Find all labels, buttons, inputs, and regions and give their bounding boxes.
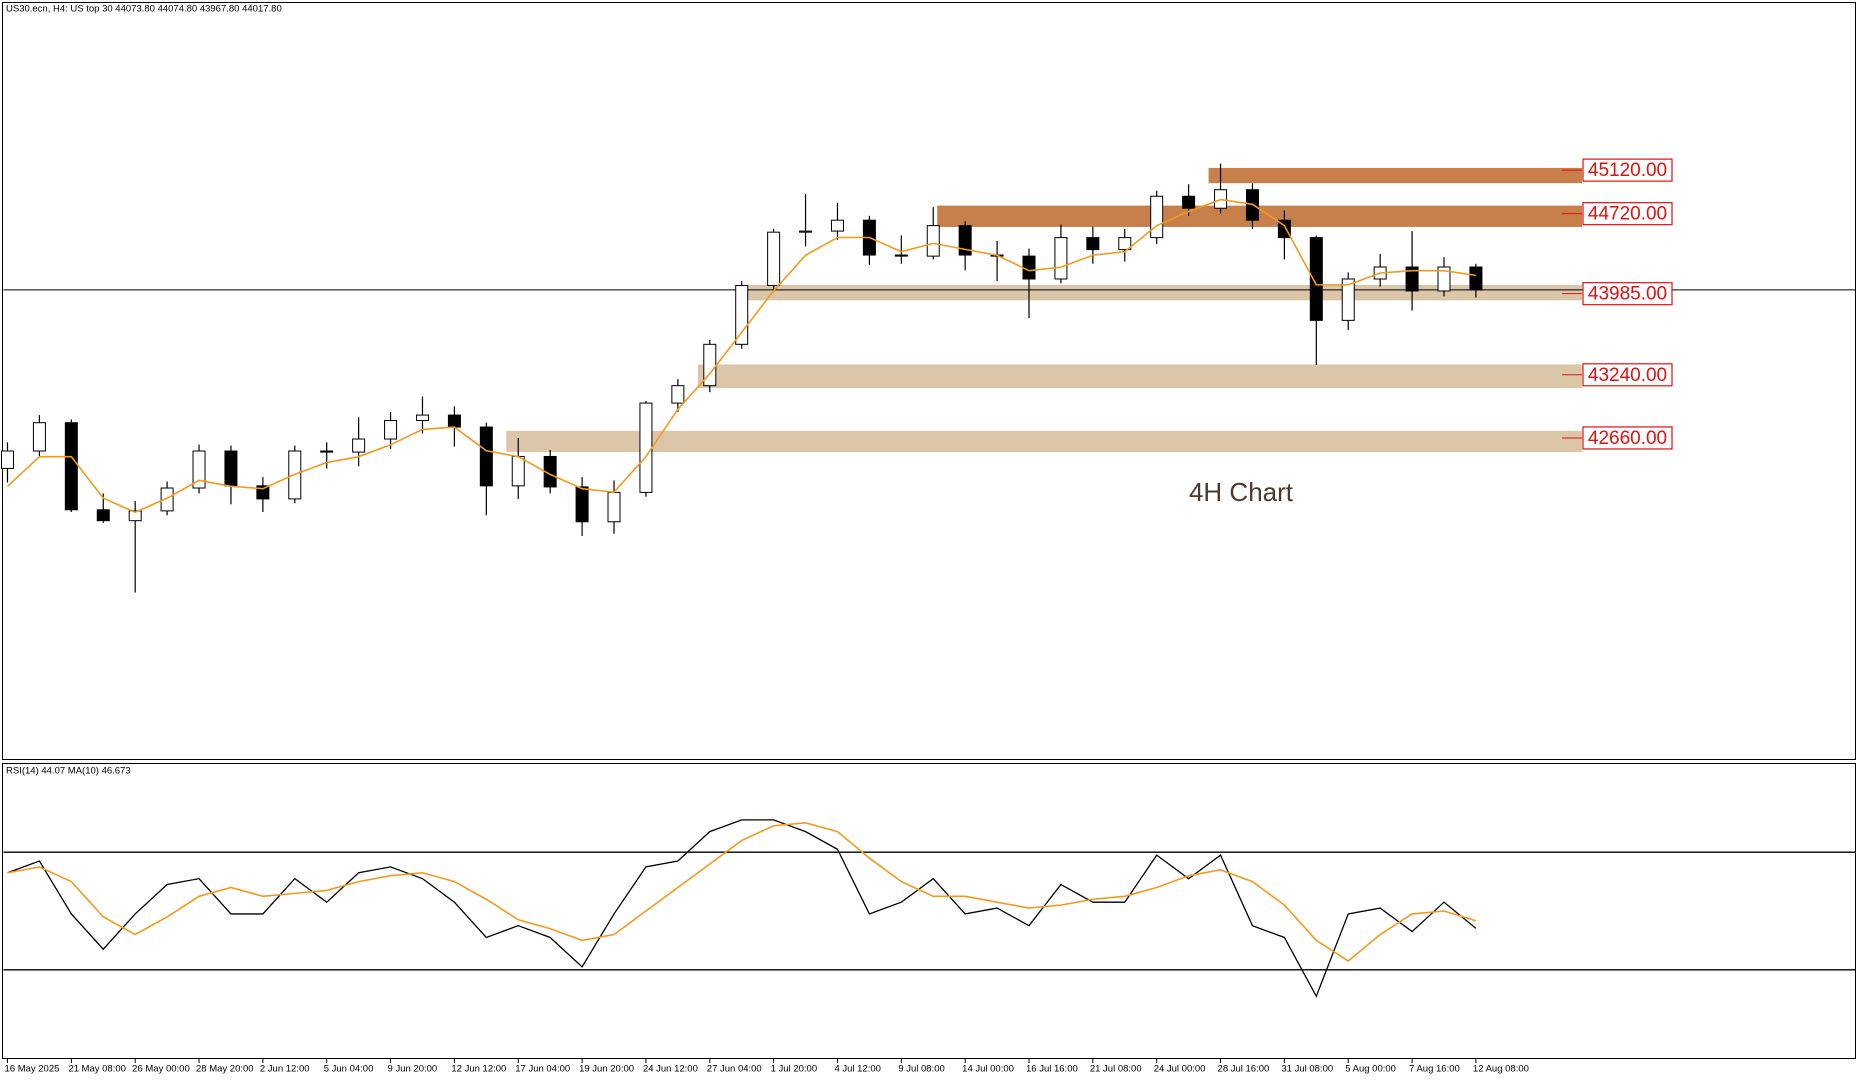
x-tick-label: 2 Jun 12:00 bbox=[260, 1064, 310, 1075]
rsi-panel bbox=[2, 763, 1856, 1059]
candle-body bbox=[1182, 195, 1196, 209]
x-tick-label: 24 Jun 12:00 bbox=[643, 1064, 698, 1075]
candle-body bbox=[958, 225, 972, 256]
candle-body bbox=[607, 491, 621, 523]
candle-body bbox=[1469, 266, 1483, 291]
rsi-header: RSI(14) 44.07 MA(10) 46.673 bbox=[6, 766, 131, 777]
candle-body bbox=[1341, 278, 1355, 321]
level-zone bbox=[506, 430, 1582, 453]
level-label: 43985.00 bbox=[1588, 284, 1667, 305]
rsi-layer bbox=[3, 819, 1855, 998]
candle-body bbox=[1309, 237, 1323, 321]
candle-body bbox=[1022, 255, 1036, 280]
candle-body bbox=[479, 426, 493, 487]
candle-body bbox=[894, 254, 908, 257]
candle-body bbox=[671, 385, 685, 404]
level-zone bbox=[1208, 167, 1582, 184]
candle-body bbox=[224, 450, 238, 487]
level-box bbox=[1582, 363, 1673, 387]
zones bbox=[506, 167, 1582, 453]
level-box bbox=[1582, 282, 1673, 306]
level-box bbox=[1582, 202, 1673, 226]
candle-body bbox=[64, 422, 78, 511]
x-tick-label: 31 Jul 08:00 bbox=[1281, 1064, 1333, 1075]
x-tick-label: 5 Jun 04:00 bbox=[324, 1064, 374, 1075]
candle-body bbox=[320, 450, 334, 453]
rsi-line bbox=[7, 819, 1477, 998]
x-tick-label: 21 May 08:00 bbox=[68, 1064, 126, 1075]
candle-body bbox=[1437, 266, 1451, 292]
candle-body bbox=[926, 225, 940, 257]
candle-body bbox=[830, 219, 844, 232]
annotation: 4H Chart bbox=[1189, 477, 1294, 507]
level-label: 44720.00 bbox=[1588, 204, 1667, 225]
candle-body bbox=[1086, 237, 1100, 251]
level-box bbox=[1582, 426, 1673, 450]
x-tick-label: 26 May 00:00 bbox=[132, 1064, 190, 1075]
x-tick-label: 28 May 20:00 bbox=[196, 1064, 254, 1075]
candle-body bbox=[1405, 266, 1419, 292]
candle-body bbox=[735, 285, 749, 345]
candle-body bbox=[1054, 237, 1068, 280]
level-box bbox=[1582, 158, 1673, 182]
moving-average bbox=[6, 198, 1477, 514]
candle-body bbox=[128, 510, 142, 522]
x-tick-label: 19 Jun 20:00 bbox=[579, 1064, 634, 1075]
level-label: 42660.00 bbox=[1588, 428, 1667, 449]
level-zone bbox=[697, 364, 1582, 389]
candle-body bbox=[1118, 237, 1132, 251]
candle-body bbox=[384, 420, 398, 440]
rsi-line bbox=[7, 821, 1477, 962]
candle-body bbox=[639, 402, 653, 493]
candle-body bbox=[0, 450, 14, 469]
labels-layer: 45120.00 44720.00 43985.00 43240.00 42660.00… bbox=[4, 158, 1673, 1075]
price-header: US30.ecn, H4: US top 30 44073.80 44074.8… bbox=[6, 4, 282, 15]
x-tick-label: 12 Jun 12:00 bbox=[451, 1064, 506, 1075]
x-tick-label: 4 Jul 12:00 bbox=[834, 1064, 880, 1075]
x-tick-label: 14 Jul 00:00 bbox=[962, 1064, 1014, 1075]
candle-body bbox=[160, 487, 174, 512]
level-zone bbox=[745, 284, 1582, 301]
candle-body bbox=[352, 438, 366, 453]
x-tick-label: 27 Jun 04:00 bbox=[707, 1064, 762, 1075]
x-tick-label: 16 Jul 16:00 bbox=[1026, 1064, 1078, 1075]
level-label: 45120.00 bbox=[1588, 160, 1667, 181]
x-tick-label: 16 May 2025 bbox=[4, 1064, 59, 1075]
candle-body bbox=[192, 450, 206, 489]
level-label: 43240.00 bbox=[1588, 365, 1667, 386]
candle-body bbox=[511, 455, 525, 487]
x-tick-label: 5 Aug 00:00 bbox=[1345, 1064, 1396, 1075]
candle-body bbox=[799, 230, 813, 233]
x-tick-label: 24 Jul 00:00 bbox=[1154, 1064, 1206, 1075]
candle-body bbox=[447, 414, 461, 428]
level-zone bbox=[937, 205, 1582, 227]
x-tick-label: 28 Jul 16:00 bbox=[1218, 1064, 1270, 1075]
x-tick-label: 17 Jun 04:00 bbox=[515, 1064, 570, 1075]
x-tick-label: 21 Jul 08:00 bbox=[1090, 1064, 1142, 1075]
x-tick-label: 7 Aug 16:00 bbox=[1409, 1064, 1460, 1075]
x-tick-label: 12 Aug 08:00 bbox=[1473, 1064, 1529, 1075]
price-layer bbox=[0, 163, 1855, 593]
candle-body bbox=[32, 422, 46, 452]
candle-body bbox=[767, 231, 781, 287]
candle-body bbox=[1150, 195, 1164, 239]
candle-body bbox=[575, 486, 589, 523]
x-tick-label: 9 Jun 20:00 bbox=[388, 1064, 438, 1075]
candle-body bbox=[96, 509, 110, 522]
candle-body bbox=[415, 414, 429, 422]
x-tick-label: 1 Jul 20:00 bbox=[771, 1064, 817, 1075]
x-tick-label: 9 Jul 08:00 bbox=[898, 1064, 944, 1075]
